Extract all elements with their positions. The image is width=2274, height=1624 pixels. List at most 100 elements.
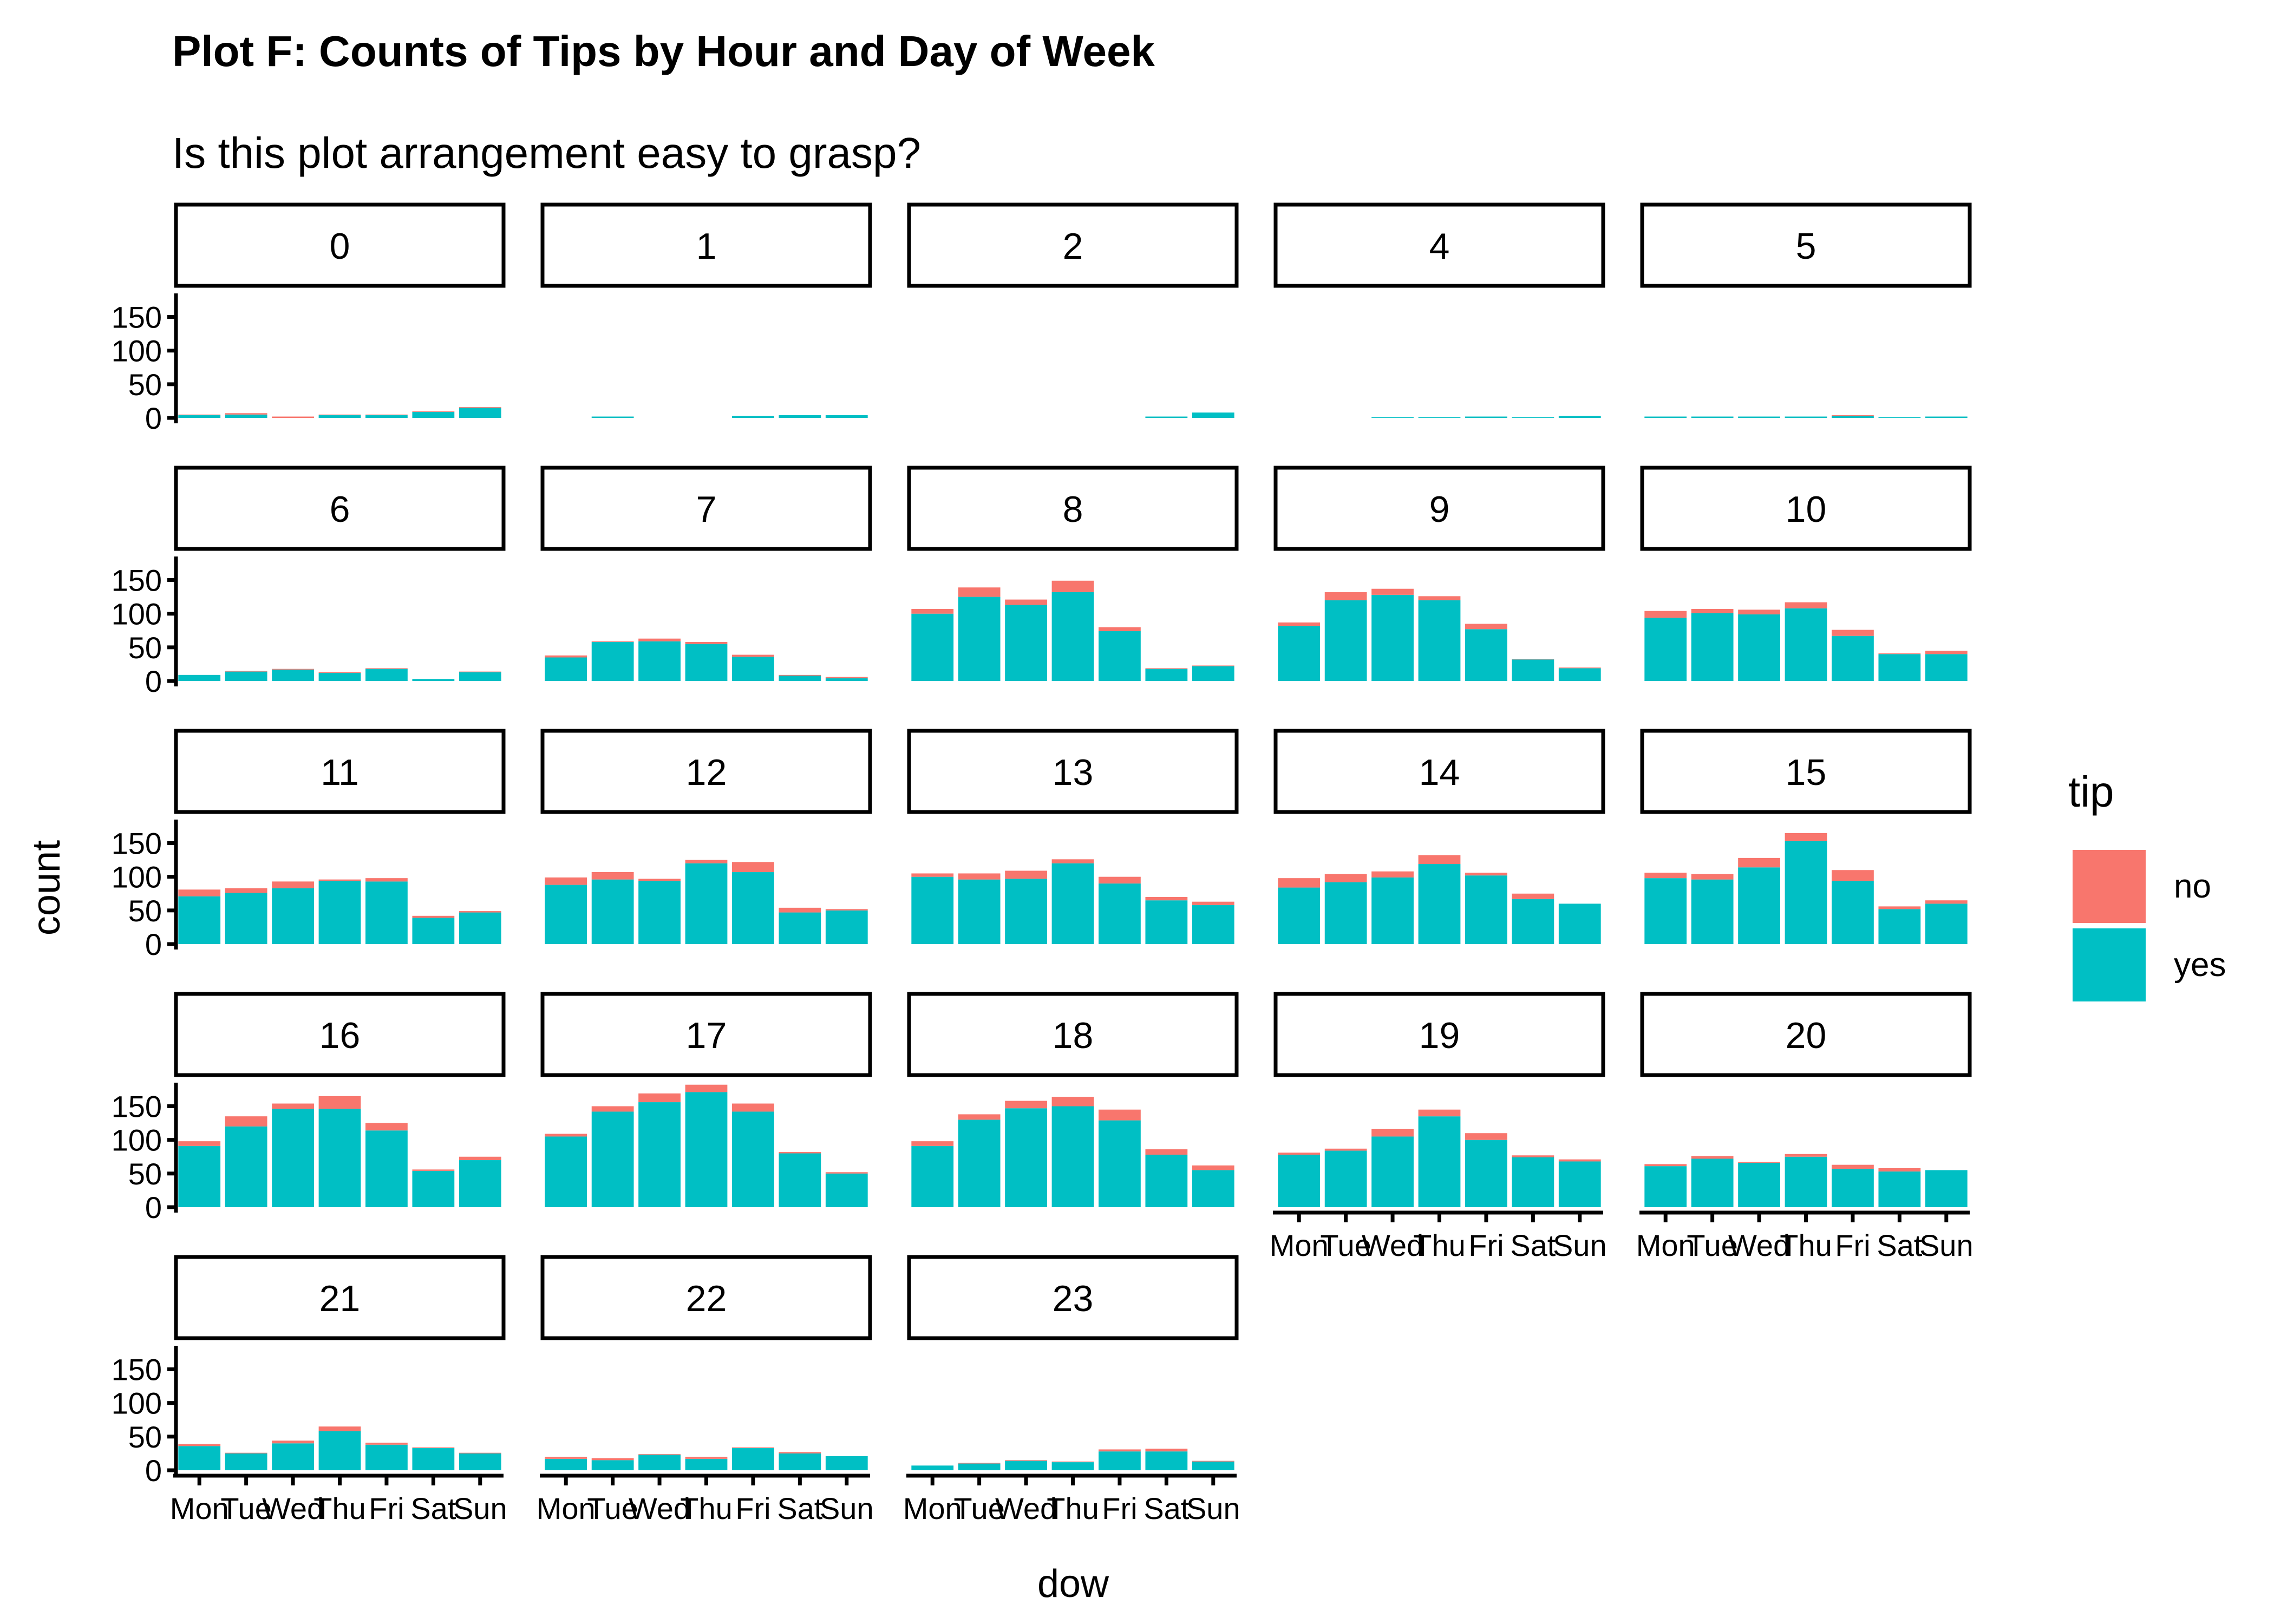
bar-yes — [1465, 875, 1507, 944]
bar-yes — [825, 910, 868, 944]
x-tick-label: Thu — [1047, 1491, 1099, 1525]
facet-strip-label: 2 — [1063, 226, 1083, 267]
bar-no — [958, 587, 1001, 597]
bar-yes — [1051, 863, 1094, 944]
x-tick-label: Tue — [220, 1491, 271, 1525]
y-tick-label: 150 — [112, 827, 162, 861]
bar-yes — [732, 1448, 774, 1470]
x-tick-label: Sun — [820, 1491, 874, 1525]
bar-yes — [1558, 416, 1601, 418]
bar-yes — [911, 613, 954, 681]
x-tick-label: Wed — [1362, 1228, 1423, 1262]
facet-strip — [540, 729, 872, 814]
bar-yes — [1738, 614, 1780, 681]
bar-yes — [1278, 626, 1321, 681]
facet-strip-label: 20 — [1786, 1015, 1827, 1056]
bar-yes — [958, 879, 1001, 944]
bar-no — [685, 641, 728, 644]
bar-no — [318, 1426, 361, 1431]
bar-no — [1832, 415, 1874, 416]
y-tick-label: 150 — [112, 1090, 162, 1124]
bar-no — [365, 1123, 408, 1131]
bar-yes — [272, 669, 314, 681]
bar-yes — [225, 414, 267, 418]
y-tick-label: 150 — [112, 564, 162, 598]
bar-no — [1099, 876, 1141, 884]
bar-no — [685, 1457, 728, 1459]
x-tick-label: Mon — [170, 1491, 229, 1525]
bar-yes — [1145, 900, 1188, 944]
bar-yes — [1418, 600, 1461, 681]
bar-yes — [272, 888, 314, 944]
bar-yes — [1005, 1461, 1047, 1470]
bar-no — [1278, 878, 1321, 888]
facet-panel: 1 — [540, 202, 872, 418]
bar-yes — [1099, 883, 1141, 944]
bar-yes — [1192, 1461, 1234, 1470]
y-tick-label: 100 — [112, 334, 162, 368]
bar-yes — [732, 416, 774, 418]
bar-no — [1691, 608, 1734, 613]
facet-strip — [1640, 466, 1972, 551]
bar-no — [779, 1452, 821, 1453]
bar-no — [638, 1454, 681, 1455]
y-tick-label: 50 — [128, 1157, 162, 1191]
bar-no — [732, 862, 774, 872]
x-tick-label: Thu — [1413, 1228, 1466, 1262]
x-tick-label: Sun — [1553, 1228, 1607, 1262]
bar-yes — [685, 863, 728, 944]
x-tick-label: Wed — [1728, 1228, 1790, 1262]
x-tick-label: Wed — [262, 1491, 324, 1525]
bar-no — [1785, 833, 1827, 841]
bar-no — [1644, 611, 1687, 618]
bar-yes — [1644, 618, 1687, 681]
bar-yes — [1005, 879, 1047, 944]
bar-no — [1558, 1159, 1601, 1162]
bar-no — [365, 878, 408, 882]
bar-yes — [685, 644, 728, 681]
x-axis-title: dow — [1037, 1562, 1109, 1606]
bar-no — [1145, 1449, 1188, 1452]
bar-yes — [1878, 654, 1921, 681]
x-tick-label: Fri — [1835, 1228, 1870, 1262]
x-tick-label: Fri — [1102, 1491, 1137, 1525]
bar-no — [1192, 1165, 1234, 1170]
bar-yes — [1925, 416, 1968, 418]
legend-title: tip — [2068, 768, 2114, 816]
bar-no — [1418, 596, 1461, 600]
bar-yes — [1925, 654, 1968, 681]
facet-panel: 7 — [540, 466, 872, 681]
bar-yes — [911, 1465, 954, 1470]
bar-yes — [545, 657, 587, 681]
y-tick-label: 150 — [112, 300, 162, 335]
bar-no — [779, 675, 821, 676]
bar-yes — [459, 408, 501, 418]
bar-yes — [545, 1136, 587, 1207]
bar-yes — [1192, 412, 1234, 418]
bar-no — [1005, 1101, 1047, 1109]
facet-strip-label: 15 — [1786, 752, 1827, 793]
x-tick-label: Wed — [629, 1491, 690, 1525]
bar-yes — [1418, 1116, 1461, 1207]
x-tick-label: Tue — [587, 1491, 638, 1525]
bar-no — [1278, 1152, 1321, 1155]
bar-no — [1878, 653, 1921, 654]
bar-yes — [1644, 878, 1687, 944]
bar-yes — [1005, 605, 1047, 681]
bar-yes — [1512, 417, 1554, 418]
bar-no — [412, 411, 455, 412]
facet-strip-label: 5 — [1796, 226, 1816, 267]
bar-yes — [365, 1444, 408, 1470]
bar-yes — [1558, 668, 1601, 681]
bar-yes — [779, 1453, 821, 1470]
facet-strip — [174, 202, 506, 288]
bar-no — [545, 1134, 587, 1137]
y-axis-title: count — [25, 840, 68, 935]
bar-yes — [1465, 416, 1507, 418]
y-tick-label: 100 — [112, 1123, 162, 1157]
x-tick-label: Fri — [735, 1491, 770, 1525]
x-tick-label: Mon — [1270, 1228, 1329, 1262]
